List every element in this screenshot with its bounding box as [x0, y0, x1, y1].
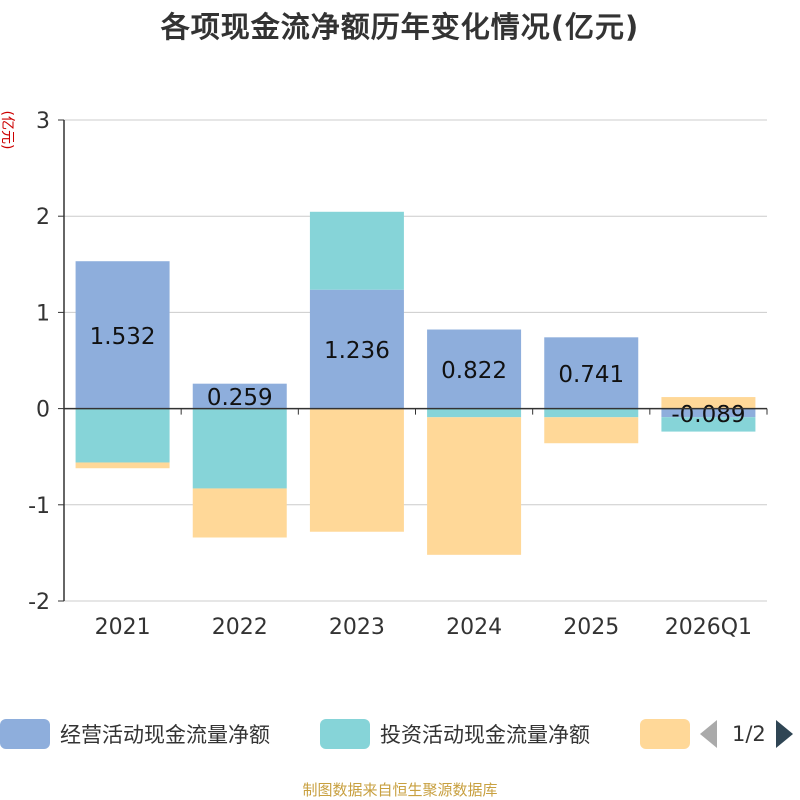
- bar-operating-2021: [75, 261, 170, 409]
- bar-investing-2023: [309, 211, 404, 290]
- x-tick-label: 2026Q1: [665, 615, 752, 640]
- bar-investing-2021: [75, 408, 170, 463]
- data-label-operating-2022: 0.259: [207, 385, 273, 411]
- y-tick-label: 0: [36, 398, 50, 423]
- legend-pager: 1/2: [700, 714, 793, 754]
- bar-investing-2024: [427, 408, 522, 418]
- legend-item-operating[interactable]: 经营活动现金流量净额: [0, 714, 270, 754]
- legend-label-operating: 经营活动现金流量净额: [60, 723, 270, 747]
- y-tick-label: -1: [28, 494, 50, 519]
- x-tick-label: 2025: [563, 615, 619, 640]
- chart-title: 各项现金流净额历年变化情况(亿元): [160, 10, 640, 44]
- y-tick-label: 3: [36, 109, 50, 134]
- data-label-operating-2026Q1: -0.089: [671, 402, 745, 428]
- legend: 经营活动现金流量净额 投资活动现金流量净额 1/2: [0, 714, 800, 754]
- bar-financing-2021: [75, 462, 170, 469]
- data-label-operating-2025: 0.741: [558, 362, 624, 388]
- data-label-operating-2024: 0.822: [441, 358, 507, 384]
- bar-investing-2026Q1: [661, 417, 756, 432]
- data-source-note: 制图数据来自恒生聚源数据库: [302, 781, 498, 799]
- x-tick-label: 2023: [329, 615, 385, 640]
- legend-item-financing[interactable]: [640, 714, 690, 754]
- bar-investing-2025: [544, 408, 639, 418]
- bar-financing-2025: [544, 417, 639, 444]
- legend-item-investing[interactable]: 投资活动现金流量净额: [320, 714, 590, 754]
- data-label-operating-2021: 1.532: [90, 324, 156, 350]
- legend-page-indicator: 1/2: [732, 722, 766, 746]
- legend-swatch-financing: [640, 719, 690, 749]
- y-tick-label: 1: [36, 301, 50, 326]
- legend-swatch-investing: [320, 719, 370, 749]
- bar-operating-2026Q1: [661, 408, 756, 418]
- y-tick-label: 2: [36, 205, 50, 230]
- bar-financing-2024: [427, 417, 522, 555]
- x-tick-label: 2022: [212, 615, 268, 640]
- bar-operating-2023: [309, 289, 404, 409]
- data-label-operating-2023: 1.236: [324, 338, 390, 364]
- bar-financing-2026Q1: [661, 397, 756, 409]
- legend-swatch-operating: [0, 719, 50, 749]
- legend-label-investing: 投资活动现金流量净额: [380, 723, 590, 747]
- x-tick-label: 2021: [95, 615, 151, 640]
- x-tick-label: 2024: [446, 615, 502, 640]
- legend-next-page-icon[interactable]: [775, 720, 793, 748]
- legend-prev-page-icon[interactable]: [700, 720, 717, 748]
- chart-plot: 3 2 1 0 -1 -2 1.532 0.259 1.236 0.822 0.741 -0.089 2…: [28, 109, 768, 640]
- bar-financing-2022: [192, 488, 287, 538]
- bar-financing-2023: [309, 408, 404, 532]
- bar-investing-2022: [192, 408, 287, 489]
- bar-operating-2025: [544, 337, 639, 409]
- bar-operating-2024: [427, 329, 522, 409]
- y-tick-label: -2: [28, 590, 50, 615]
- bar-operating-2022: [192, 383, 287, 409]
